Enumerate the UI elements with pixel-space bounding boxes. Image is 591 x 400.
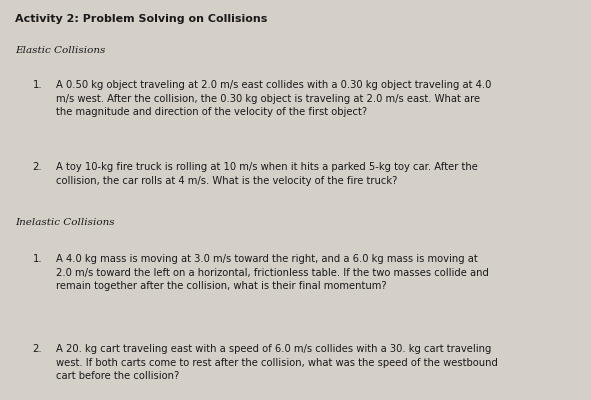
Text: A 4.0 kg mass is moving at 3.0 m/s toward the right, and a 6.0 kg mass is moving: A 4.0 kg mass is moving at 3.0 m/s towar… [56, 254, 489, 291]
Text: 1.: 1. [33, 254, 42, 264]
Text: A 20. kg cart traveling east with a speed of 6.0 m/s collides with a 30. kg cart: A 20. kg cart traveling east with a spee… [56, 344, 498, 381]
Text: 1.: 1. [33, 80, 42, 90]
Text: Elastic Collisions: Elastic Collisions [15, 46, 105, 55]
Text: A 0.50 kg object traveling at 2.0 m/s east collides with a 0.30 kg object travel: A 0.50 kg object traveling at 2.0 m/s ea… [56, 80, 492, 117]
Text: 2.: 2. [33, 162, 42, 172]
Text: Inelastic Collisions: Inelastic Collisions [15, 218, 115, 227]
Text: A toy 10-kg fire truck is rolling at 10 m/s when it hits a parked 5-kg toy car. : A toy 10-kg fire truck is rolling at 10 … [56, 162, 478, 186]
Text: 2.: 2. [33, 344, 42, 354]
Text: Activity 2: Problem Solving on Collisions: Activity 2: Problem Solving on Collision… [15, 14, 267, 24]
